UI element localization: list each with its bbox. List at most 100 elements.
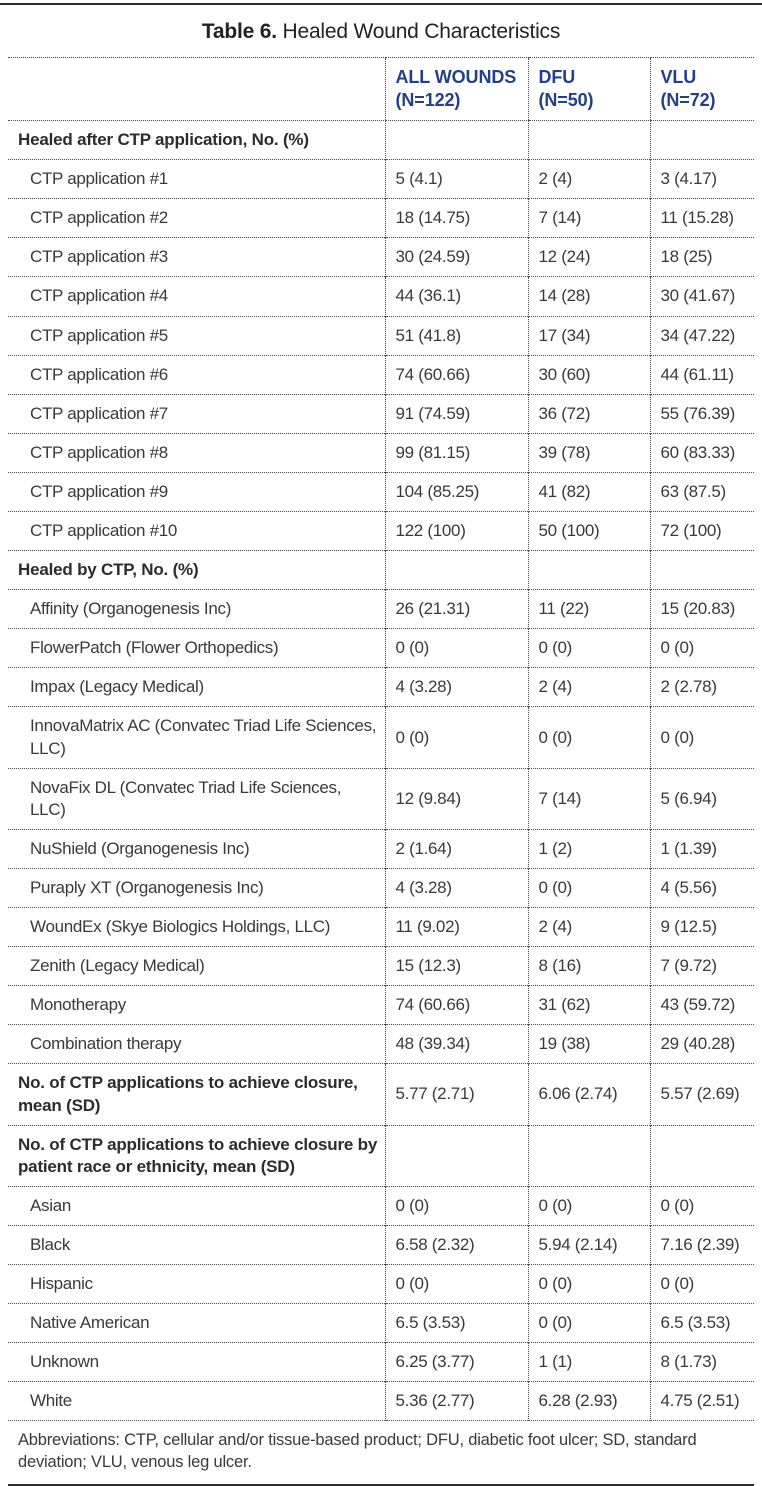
- row-value-vlu: [649, 550, 754, 590]
- row-value-vlu: [649, 120, 754, 160]
- row-value-dfu: 6.06 (2.74): [527, 1063, 650, 1126]
- row-value-vlu: 11 (15.28): [649, 198, 754, 238]
- table-title-number: Table 6.: [201, 20, 277, 43]
- row-label: Zenith (Legacy Medical): [8, 946, 385, 986]
- row-label: CTP application #8: [8, 432, 385, 473]
- table-title-text: Healed Wound Characteristics: [276, 20, 561, 43]
- row-value-vlu: 60 (83.33): [649, 432, 754, 473]
- row-value-vlu: 1 (1.39): [649, 828, 754, 869]
- header-empty-cell: [8, 56, 385, 122]
- header-vlu-line1: VLU: [660, 67, 697, 87]
- row-value-vlu: 30 (41.67): [649, 276, 754, 317]
- row-value-all-wounds: 4 (3.28): [384, 867, 528, 908]
- table-row: CTP application #1 5 (4.1) 2 (4) 3 (4.17…: [8, 159, 754, 199]
- row-value-vlu: 29 (40.28): [649, 1024, 754, 1064]
- row-value-dfu: 30 (60): [527, 354, 650, 395]
- row-value-dfu: 14 (28): [527, 276, 650, 317]
- table-row: CTP application #4 44 (36.1) 14 (28) 30 …: [8, 276, 754, 317]
- row-label: No. of CTP applications to achieve closu…: [8, 1063, 385, 1126]
- row-value-vlu: 18 (25): [649, 237, 754, 277]
- row-label: Asian: [8, 1185, 385, 1226]
- header-dfu: DFU (N=50): [527, 56, 650, 122]
- row-label: CTP application #3: [8, 237, 385, 277]
- table-row: No. of CTP applications to achieve closu…: [8, 1124, 754, 1187]
- row-label: Puraply XT (Organogenesis Inc): [8, 867, 385, 908]
- table-row: Hispanic 0 (0) 0 (0) 0 (0): [8, 1263, 754, 1304]
- row-value-all-wounds: [384, 550, 528, 590]
- row-value-all-wounds: [384, 120, 528, 160]
- row-value-dfu: 19 (38): [527, 1024, 650, 1064]
- row-value-vlu: 0 (0): [649, 628, 754, 668]
- row-label: NovaFix DL (Convatec Triad Life Sciences…: [8, 767, 385, 830]
- row-value-dfu: [527, 550, 650, 590]
- table-row: Affinity (Organogenesis Inc) 26 (21.31) …: [8, 589, 754, 629]
- row-value-dfu: 5.94 (2.14): [527, 1224, 650, 1265]
- row-value-vlu: 44 (61.11): [649, 354, 754, 395]
- row-value-dfu: 41 (82): [527, 471, 650, 512]
- row-value-all-wounds: 18 (14.75): [384, 198, 528, 238]
- row-value-all-wounds: 0 (0): [384, 706, 528, 769]
- row-value-vlu: 4 (5.56): [649, 867, 754, 908]
- row-value-vlu: 5 (6.94): [649, 767, 754, 830]
- row-label: Hispanic: [8, 1263, 385, 1304]
- row-value-dfu: [527, 1124, 650, 1187]
- row-value-dfu: 50 (100): [527, 510, 650, 551]
- top-rule: [0, 3, 762, 5]
- row-label: InnovaMatrix AC (Convatec Triad Life Sci…: [8, 706, 385, 769]
- row-value-vlu: 9 (12.5): [649, 907, 754, 947]
- header-dfu-line2: (N=50): [538, 90, 594, 111]
- table-footer: Abbreviations: CTP, cellular and/or tiss…: [8, 1420, 754, 1485]
- table-container: ALL WOUNDS (N=122) DFU (N=50) VLU (N=72)…: [0, 56, 762, 1486]
- row-label: CTP application #1: [8, 159, 385, 199]
- table-row: NuShield (Organogenesis Inc) 2 (1.64) 1 …: [8, 828, 754, 869]
- row-value-all-wounds: 6.5 (3.53): [384, 1303, 528, 1343]
- row-label: Black: [8, 1224, 385, 1265]
- row-value-vlu: 72 (100): [649, 510, 754, 551]
- row-value-dfu: 0 (0): [527, 1303, 650, 1343]
- table-row: Zenith (Legacy Medical) 15 (12.3) 8 (16)…: [8, 946, 754, 986]
- row-value-vlu: 4.75 (2.51): [649, 1381, 754, 1421]
- row-value-vlu: 2 (2.78): [649, 667, 754, 707]
- table-row: CTP application #5 51 (41.8) 17 (34) 34 …: [8, 315, 754, 356]
- header-all-wounds-line1: ALL WOUNDS: [395, 67, 517, 87]
- header-all-wounds-line2: (N=122): [395, 90, 461, 111]
- table-row: Monotherapy 74 (60.66) 31 (62) 43 (59.72…: [8, 985, 754, 1025]
- row-value-dfu: 2 (4): [527, 907, 650, 947]
- table-row: InnovaMatrix AC (Convatec Triad Life Sci…: [8, 706, 754, 769]
- row-value-vlu: 5.57 (2.69): [649, 1063, 754, 1126]
- row-value-all-wounds: 91 (74.59): [384, 393, 528, 434]
- header-all-wounds: ALL WOUNDS (N=122): [384, 56, 528, 122]
- row-value-dfu: 0 (0): [527, 867, 650, 908]
- row-value-all-wounds: [384, 1124, 528, 1187]
- row-value-vlu: 0 (0): [649, 1263, 754, 1304]
- table-row: Healed by CTP, No. (%): [8, 550, 754, 590]
- row-value-all-wounds: 6.25 (3.77): [384, 1342, 528, 1382]
- row-label: Monotherapy: [8, 985, 385, 1025]
- table-header: ALL WOUNDS (N=122) DFU (N=50) VLU (N=72): [8, 56, 754, 122]
- row-value-all-wounds: 0 (0): [384, 1263, 528, 1304]
- table-row: WoundEx (Skye Biologics Holdings, LLC) 1…: [8, 907, 754, 947]
- row-label: Impax (Legacy Medical): [8, 667, 385, 707]
- row-label: WoundEx (Skye Biologics Holdings, LLC): [8, 907, 385, 947]
- row-value-dfu: 1 (1): [527, 1342, 650, 1382]
- row-value-all-wounds: 74 (60.66): [384, 985, 528, 1025]
- table-row: Combination therapy 48 (39.34) 19 (38) 2…: [8, 1024, 754, 1064]
- row-value-all-wounds: 11 (9.02): [384, 907, 528, 947]
- row-value-all-wounds: 4 (3.28): [384, 667, 528, 707]
- table-row: Asian 0 (0) 0 (0) 0 (0): [8, 1185, 754, 1226]
- row-value-dfu: 12 (24): [527, 237, 650, 277]
- row-value-vlu: 0 (0): [649, 1185, 754, 1226]
- header-dfu-line1: DFU: [538, 67, 576, 87]
- row-value-dfu: 2 (4): [527, 159, 650, 199]
- row-value-vlu: 43 (59.72): [649, 985, 754, 1025]
- row-label: Combination therapy: [8, 1024, 385, 1064]
- table-row: CTP application #6 74 (60.66) 30 (60) 44…: [8, 354, 754, 395]
- row-value-vlu: 34 (47.22): [649, 315, 754, 356]
- row-value-dfu: 17 (34): [527, 315, 650, 356]
- row-value-all-wounds: 44 (36.1): [384, 276, 528, 317]
- row-value-all-wounds: 15 (12.3): [384, 946, 528, 986]
- row-value-dfu: 36 (72): [527, 393, 650, 434]
- row-value-all-wounds: 104 (85.25): [384, 471, 528, 512]
- row-value-all-wounds: 0 (0): [384, 628, 528, 668]
- table-row: Black 6.58 (2.32) 5.94 (2.14) 7.16 (2.39…: [8, 1224, 754, 1265]
